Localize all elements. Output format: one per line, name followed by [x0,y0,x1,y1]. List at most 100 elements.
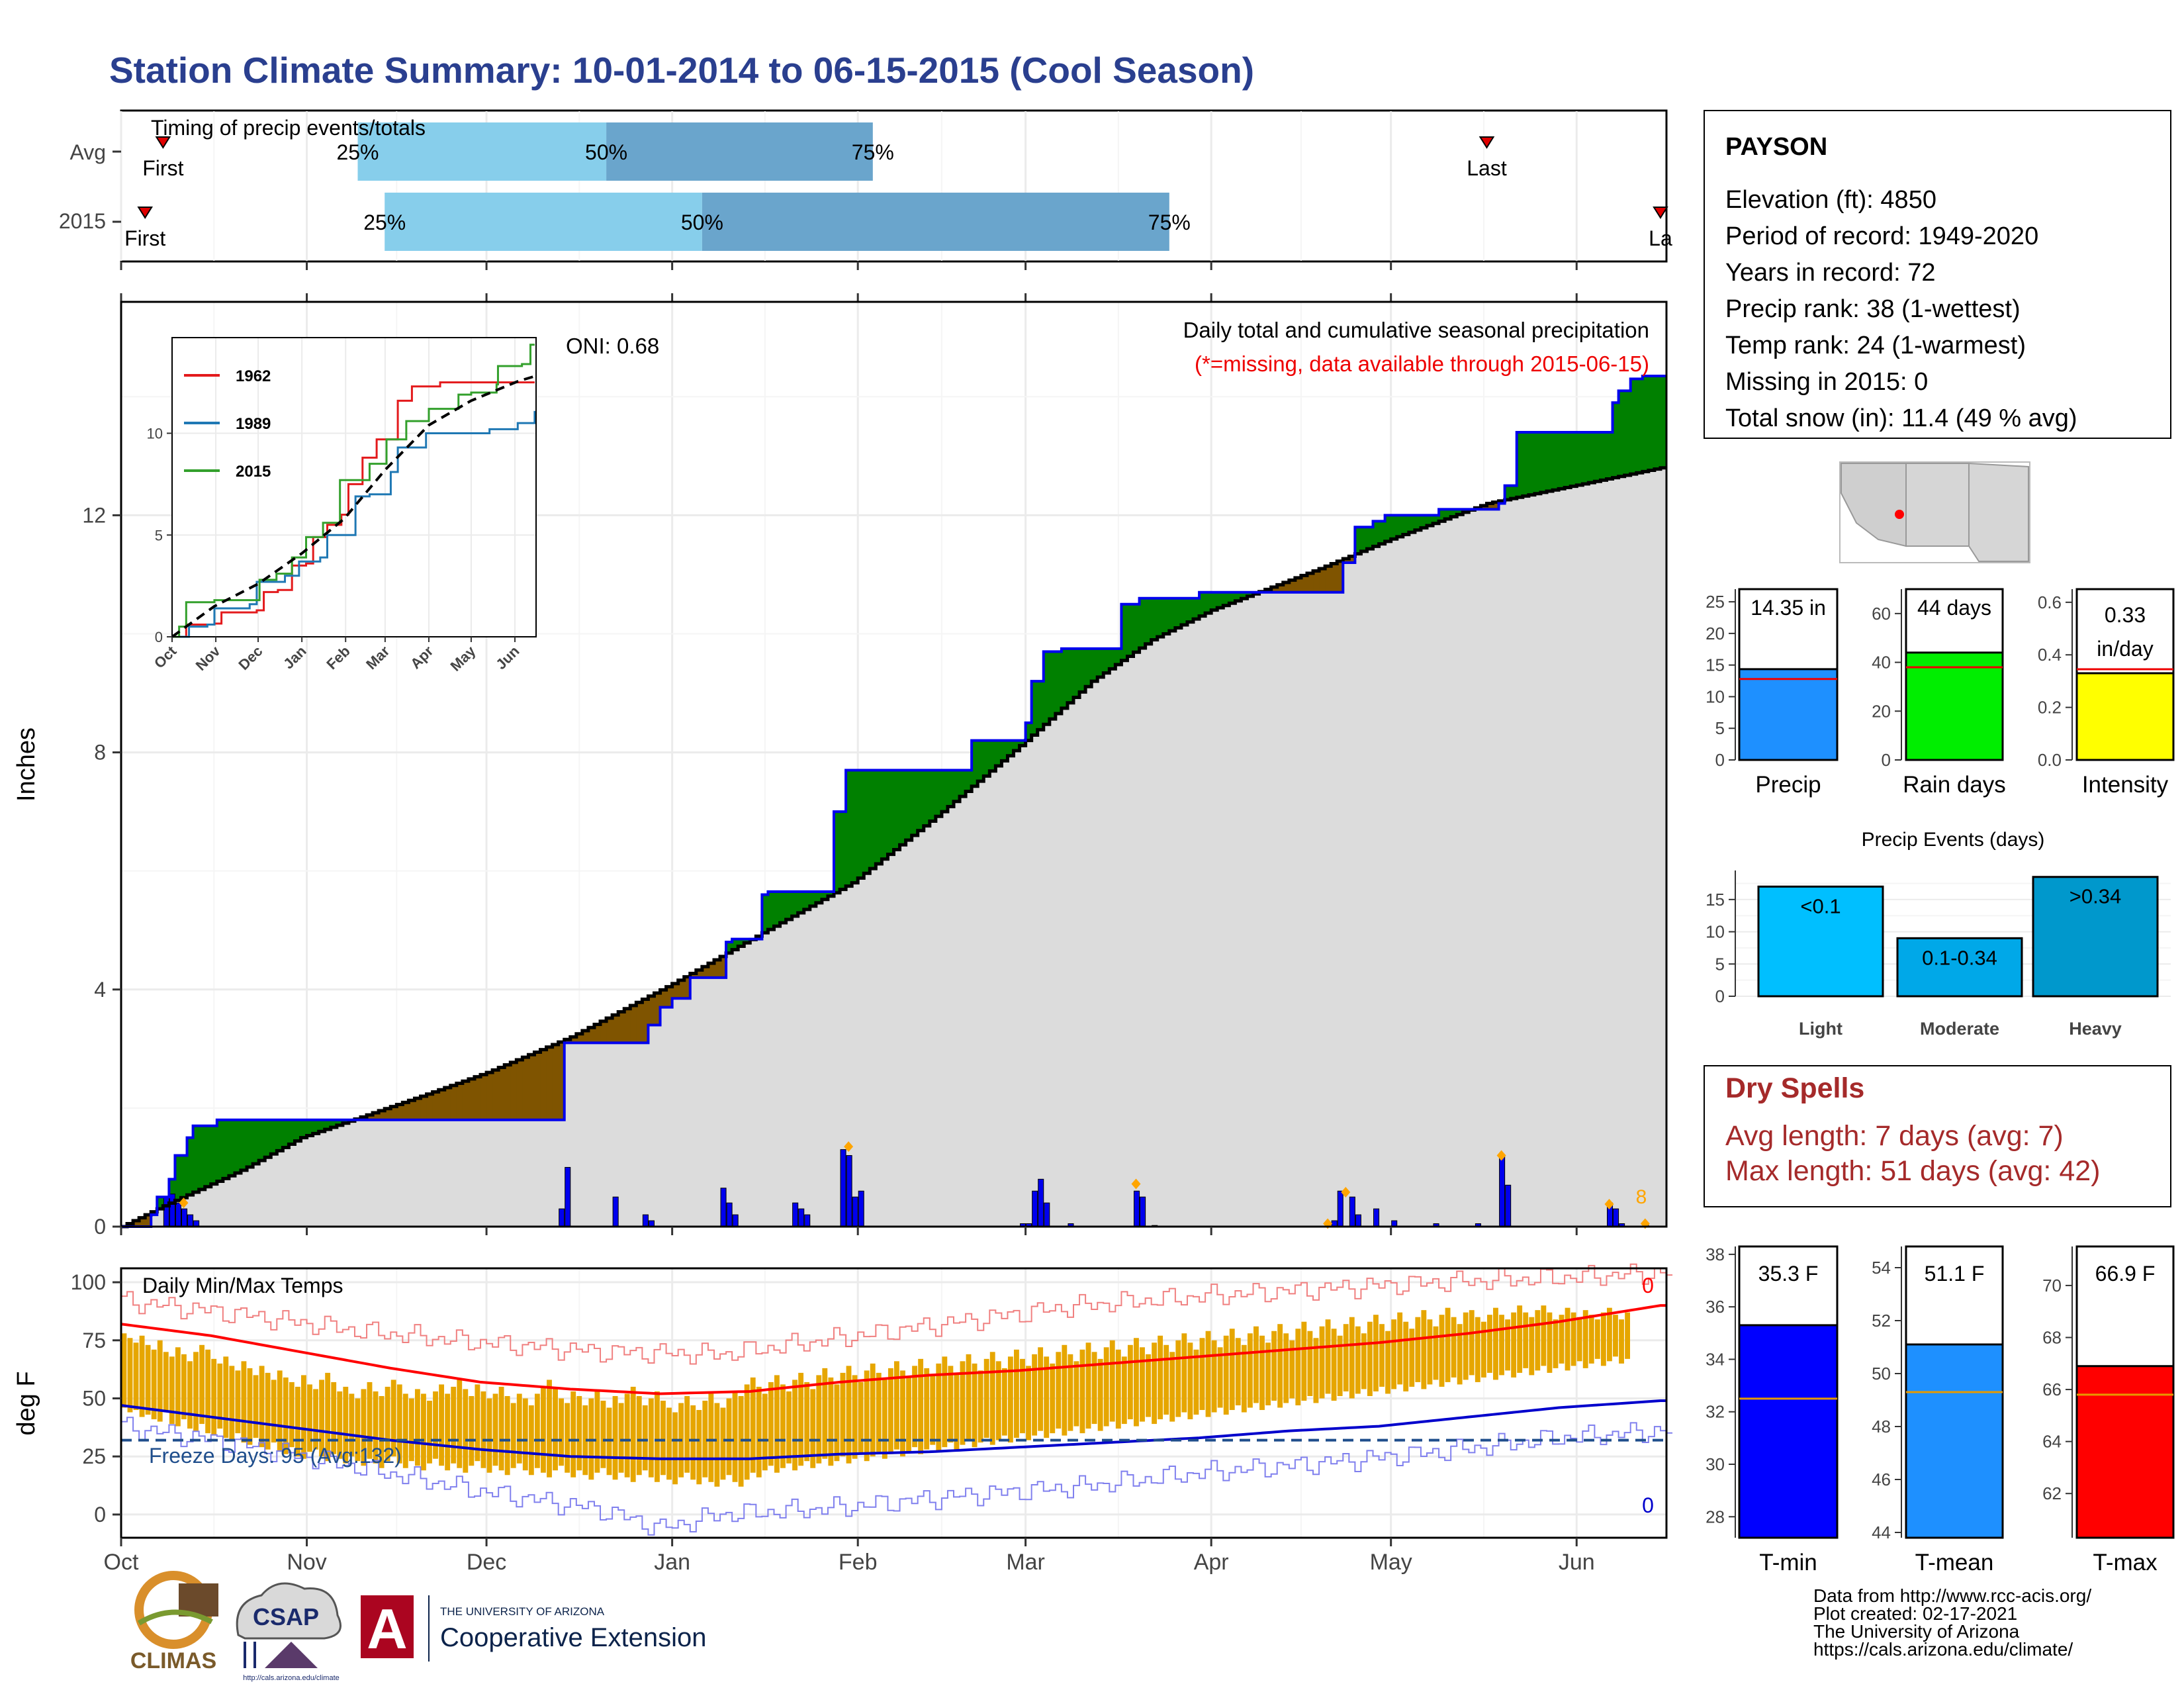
daily-temp-range-bar [798,1372,804,1466]
surplus-area [923,770,931,826]
daily-temp-range-bar [887,1368,893,1454]
daily-temp-range-bar [247,1368,253,1445]
inset-bg [172,338,536,637]
daily-temp-range-bar [918,1358,924,1454]
surplus-area [1648,375,1655,471]
daily-temp-range-bar [253,1375,259,1438]
surplus-area [1061,648,1068,708]
daily-temp-range-bar [1085,1342,1091,1429]
daily-temp-range-bar [642,1405,648,1471]
deficit-area [379,1110,385,1120]
timing-caption: Timing of precip events/totals [151,116,426,140]
inset-frame [171,337,537,637]
events-y-tick-label: 0 [1715,986,1725,1006]
daily-temp-range-bar [1343,1324,1349,1391]
surplus-area [983,740,990,776]
daily-temp-range-bar [1313,1338,1319,1403]
small-bar-category-label: Rain days [1903,772,2006,798]
daily-temp-range-bar [858,1382,864,1454]
daily-temp-range-bar [624,1393,630,1477]
temp-plot-bg [121,1268,1666,1538]
daily-temp-range-bar [864,1370,870,1462]
daily-temp-range-bar [211,1358,217,1436]
daily-temp-range-bar [1325,1319,1331,1394]
daily-temp-range-bar [522,1398,528,1471]
daily-temp-range-bar [1050,1363,1056,1434]
daily-temp-range-bar [882,1380,887,1459]
daily-temp-range-bar [906,1377,911,1452]
small-bar-y-tick-label: 0 [1715,750,1725,770]
surplus-area [1528,432,1535,495]
month-tick-label: Mar [1006,1550,1045,1575]
surplus-area [1361,527,1368,551]
surplus-area [312,1119,320,1134]
daily-temp-range-bar [780,1384,786,1468]
precip-panel-frame [120,301,1668,1228]
credit-line: Data from http://www.rcc-acis.org/ [1813,1585,2091,1606]
surplus-area [1534,432,1541,494]
daily-temp-range-bar [187,1361,193,1429]
surplus-area [1582,432,1589,484]
daily-temp-range-bar [684,1395,690,1473]
month-tick-label: Jun [1559,1550,1595,1575]
surplus-area [289,1119,296,1145]
timing-row-label-avg: Avg [69,140,106,164]
precip-panel-subtitle: (*=missing, data available through 2015-… [1195,352,1649,376]
events-category-label: Heavy [2069,1019,2122,1039]
surplus-area [1546,432,1553,492]
daily-temp-range-bar [301,1375,306,1459]
small-bar-category-label: T-min [1759,1550,1817,1575]
surplus-area [858,770,864,878]
small-bar-y-tick-label: 64 [2042,1432,2062,1452]
deficit-area [624,1008,631,1043]
daily-temp-range-bar [912,1366,918,1448]
small-bar-y-tick-label: 44 [1872,1523,1891,1542]
surplus-area [1606,432,1614,479]
daily-temp-range-bar [528,1405,534,1476]
deficit-area [1349,556,1355,563]
deficit-area [480,1074,487,1120]
daily-temp-range-bar [151,1349,157,1420]
temp-y-tick-label: 0 [94,1503,106,1526]
daily-temp-range-bar [983,1358,989,1438]
daily-temp-range-bar [870,1363,876,1457]
daily-temp-range-bar [1457,1324,1463,1385]
last-event-label: Last [1467,156,1507,180]
daily-temp-range-bar [433,1391,438,1459]
daily-temp-range-bar [492,1393,498,1466]
daily-temp-range-bar [1403,1321,1409,1391]
small-bar-y-tick-label: 54 [1872,1258,1891,1278]
daily-temp-range-bar [822,1368,828,1459]
inset-avg-line [171,375,535,638]
daily-temp-range-bar [786,1391,792,1464]
deficit-area [145,1215,152,1227]
surplus-area [815,892,823,903]
small-bar-y-tick-label: 0 [1882,750,1891,770]
small-bar-value-label: 66.9 F [2095,1262,2156,1286]
surplus-area [1205,592,1212,614]
daily-temp-range-bar [427,1400,432,1464]
daily-temp-range-bar [714,1403,720,1487]
deficit-area [528,1055,535,1120]
station-info-line: Precip rank: 38 (1-wettest) [1725,295,2021,323]
small-bar-value-label: 44 days [1917,596,1991,620]
daily-temp-range-bar [181,1354,187,1420]
daily-temp-range-bar [402,1393,408,1468]
daily-temp-range-bar [1152,1342,1158,1425]
daily-temp-range-bar [1026,1366,1031,1440]
daily-precip-bar [732,1214,739,1227]
record-tmin-line [121,1417,1673,1536]
surplus-area [905,770,913,841]
daily-temp-range-bar [1175,1340,1181,1417]
surplus-area [792,892,799,916]
daily-temp-range-bar [283,1377,289,1454]
surplus-area [911,770,919,835]
avg-tmin-line [120,1399,1666,1460]
daily-temp-range-bar [804,1382,810,1462]
small-bar-y-tick-label: 20 [1872,701,1891,721]
daily-temp-range-bar [313,1389,318,1450]
daily-temp-range-bar [1367,1321,1373,1396]
surplus-area [1402,515,1410,535]
daily-temp-range-bar [486,1398,492,1473]
